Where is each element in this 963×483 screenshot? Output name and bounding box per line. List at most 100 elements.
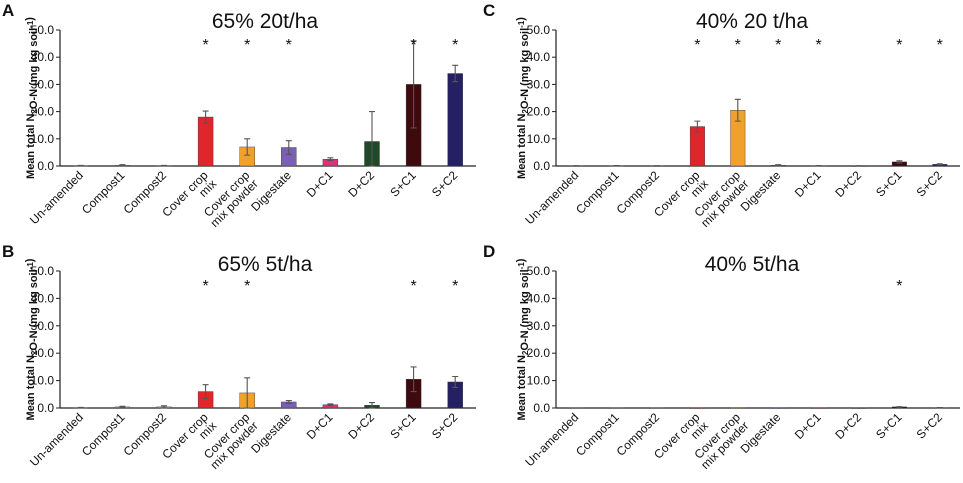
error-bar xyxy=(452,64,459,83)
significance-marker: * xyxy=(410,278,416,295)
panel-title: 40% 5t/ha xyxy=(705,253,800,276)
significance-marker: * xyxy=(202,37,208,54)
panel-A: A 65% 20t/ha Mean total N2O-N (mg kg soil-… xyxy=(2,1,476,230)
panel-title: 65% 20t/ha xyxy=(212,10,319,33)
error-bar xyxy=(410,40,417,129)
error-bar xyxy=(161,164,167,167)
y-tick-label: 50.0 xyxy=(31,23,55,37)
significance-marker: * xyxy=(735,37,741,54)
error-bar xyxy=(936,163,943,166)
error-bar xyxy=(410,366,417,393)
x-tick-label: Compost1 xyxy=(79,168,128,217)
bar xyxy=(811,407,827,409)
x-tick-label: D+C1 xyxy=(304,410,336,442)
y-tick-label: 0.0 xyxy=(533,159,550,173)
y-tick-label: 10.0 xyxy=(527,374,551,388)
y-axis-label: Mean total N2O-N (mg kg soil-1) xyxy=(24,258,40,420)
significance-marker: * xyxy=(896,37,902,54)
y-axis-label: Mean total N2O-N (mg kg soil-1) xyxy=(24,17,40,179)
error-bar xyxy=(896,406,903,408)
significance-marker: * xyxy=(815,37,821,54)
significance-marker: * xyxy=(452,37,458,54)
y-tick-label: 10.0 xyxy=(527,132,551,146)
error-bar xyxy=(77,406,84,409)
bar xyxy=(649,407,665,409)
y-tick-label: 50.0 xyxy=(527,23,551,37)
y-tick-label: 30.0 xyxy=(31,319,55,333)
x-tick-label: S+C1 xyxy=(873,410,905,442)
x-tick-label: S+C2 xyxy=(914,410,946,442)
bar xyxy=(770,407,786,409)
x-tick-label: D+C2 xyxy=(345,168,377,200)
bar xyxy=(689,407,705,409)
bar xyxy=(568,407,584,409)
error-bar xyxy=(202,110,209,124)
error-bar xyxy=(285,140,292,155)
x-tick-label: D+C2 xyxy=(345,410,377,442)
x-tick-label: D+C1 xyxy=(304,168,336,200)
x-tick-label: Un-amended xyxy=(522,410,581,469)
bar xyxy=(730,407,746,409)
error-bar xyxy=(285,400,292,404)
x-tick-label: S+C2 xyxy=(429,410,461,442)
error-bar xyxy=(244,377,251,409)
significance-marker: * xyxy=(410,37,416,54)
y-tick-label: 50.0 xyxy=(527,264,551,278)
y-axis-label: Mean total N2O-N (mg kg soil-1) xyxy=(515,17,531,179)
y-tick-label: 30.0 xyxy=(31,77,55,91)
error-bar xyxy=(161,405,167,409)
y-tick-label: 50.0 xyxy=(31,264,55,278)
y-tick-label: 20.0 xyxy=(527,105,551,119)
significance-marker: * xyxy=(202,278,208,295)
panel-title: 40% 20 t/ha xyxy=(696,10,808,33)
significance-marker: * xyxy=(937,37,943,54)
error-bar xyxy=(202,384,209,399)
y-tick-label: 0.0 xyxy=(37,401,54,415)
x-tick-label: Compost1 xyxy=(79,410,128,459)
y-tick-label: 0.0 xyxy=(533,401,550,415)
y-tick-label: 10.0 xyxy=(31,132,55,146)
y-tick-label: 40.0 xyxy=(527,50,551,64)
panel-letter: D xyxy=(483,242,495,261)
y-tick-label: 30.0 xyxy=(527,319,551,333)
bar xyxy=(851,407,867,409)
x-tick-label: D+C2 xyxy=(832,410,864,442)
error-bar xyxy=(77,164,84,167)
error-bar xyxy=(327,403,334,407)
panel-letter: C xyxy=(483,1,495,20)
x-tick-label: Compost1 xyxy=(573,410,622,459)
panel-C: C 40% 20 t/ha Mean total N2O-N (mg kg soil… xyxy=(483,1,960,230)
panel-letter: A xyxy=(2,1,14,20)
y-axis-label: Mean total N2O-N (mg kg soil-1) xyxy=(515,258,531,420)
x-tick-label: S+C2 xyxy=(429,168,461,200)
error-bar xyxy=(119,405,126,409)
error-bar xyxy=(119,164,126,167)
error-bar xyxy=(452,375,459,388)
x-tick-label: S+C1 xyxy=(873,168,905,200)
y-tick-label: 30.0 xyxy=(527,77,551,91)
panel-D: D 40% 5t/ha Mean total N2O-N (mg kg soil-1… xyxy=(483,242,960,472)
significance-marker: * xyxy=(286,37,292,54)
y-tick-label: 40.0 xyxy=(527,291,551,305)
bar xyxy=(609,407,625,409)
y-tick-label: 20.0 xyxy=(31,105,55,119)
error-bar xyxy=(734,98,741,122)
error-bar xyxy=(244,138,251,156)
error-bar xyxy=(369,111,375,167)
x-tick-label: S+C2 xyxy=(914,168,946,200)
error-bar xyxy=(327,157,334,162)
bar xyxy=(447,73,463,167)
significance-marker: * xyxy=(775,37,781,54)
x-tick-label: Un-amended xyxy=(522,168,581,227)
error-bar xyxy=(694,120,701,133)
panel-letter: B xyxy=(2,242,14,261)
x-tick-label: D+C1 xyxy=(792,410,824,442)
significance-marker: * xyxy=(244,37,250,54)
x-tick-label: D+C1 xyxy=(792,168,824,200)
y-tick-label: 40.0 xyxy=(31,291,55,305)
significance-marker: * xyxy=(244,278,250,295)
error-bar xyxy=(369,401,375,409)
x-tick-label: Compost1 xyxy=(573,168,622,217)
x-tick-label: S+C1 xyxy=(387,410,419,442)
